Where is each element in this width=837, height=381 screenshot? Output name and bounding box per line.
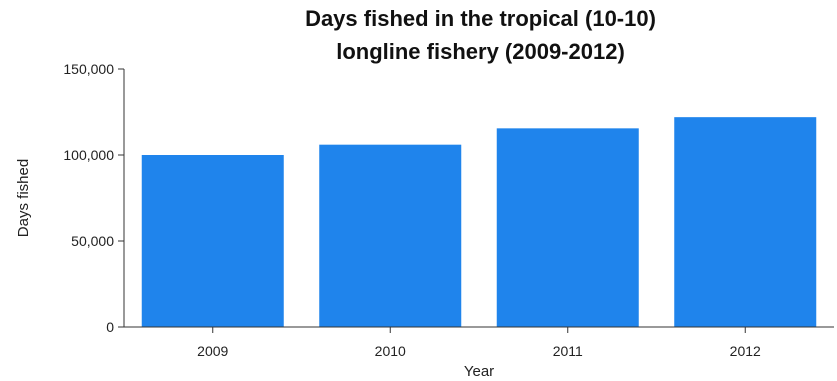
bar-2011 [496, 128, 639, 327]
bar-2012 [674, 117, 817, 327]
y-tick-label: 100,000 [63, 147, 114, 163]
bar-2009 [141, 155, 284, 327]
x-tick-label: 2011 [553, 343, 583, 359]
x-ticks: 2009 2010 2011 2012 [197, 327, 761, 359]
x-axis-label: Year [464, 363, 494, 380]
y-tick-label: 150,000 [63, 61, 114, 77]
y-axis-label: Days fished [15, 159, 32, 237]
x-tick-label: 2010 [375, 343, 406, 359]
bar-2010 [319, 144, 462, 327]
y-ticks: 0 50,000 100,000 150,000 [63, 61, 124, 335]
y-tick-label: 50,000 [71, 233, 114, 249]
chart-title-line-1: Days fished in the tropical (10-10) [305, 6, 656, 31]
axes-layer [123, 69, 834, 328]
y-tick-label: 0 [106, 319, 114, 335]
bars-layer [141, 117, 817, 327]
x-tick-label: 2012 [730, 343, 761, 359]
x-tick-label: 2009 [197, 343, 228, 359]
chart-title-line-2: longline fishery (2009-2012) [336, 39, 625, 64]
